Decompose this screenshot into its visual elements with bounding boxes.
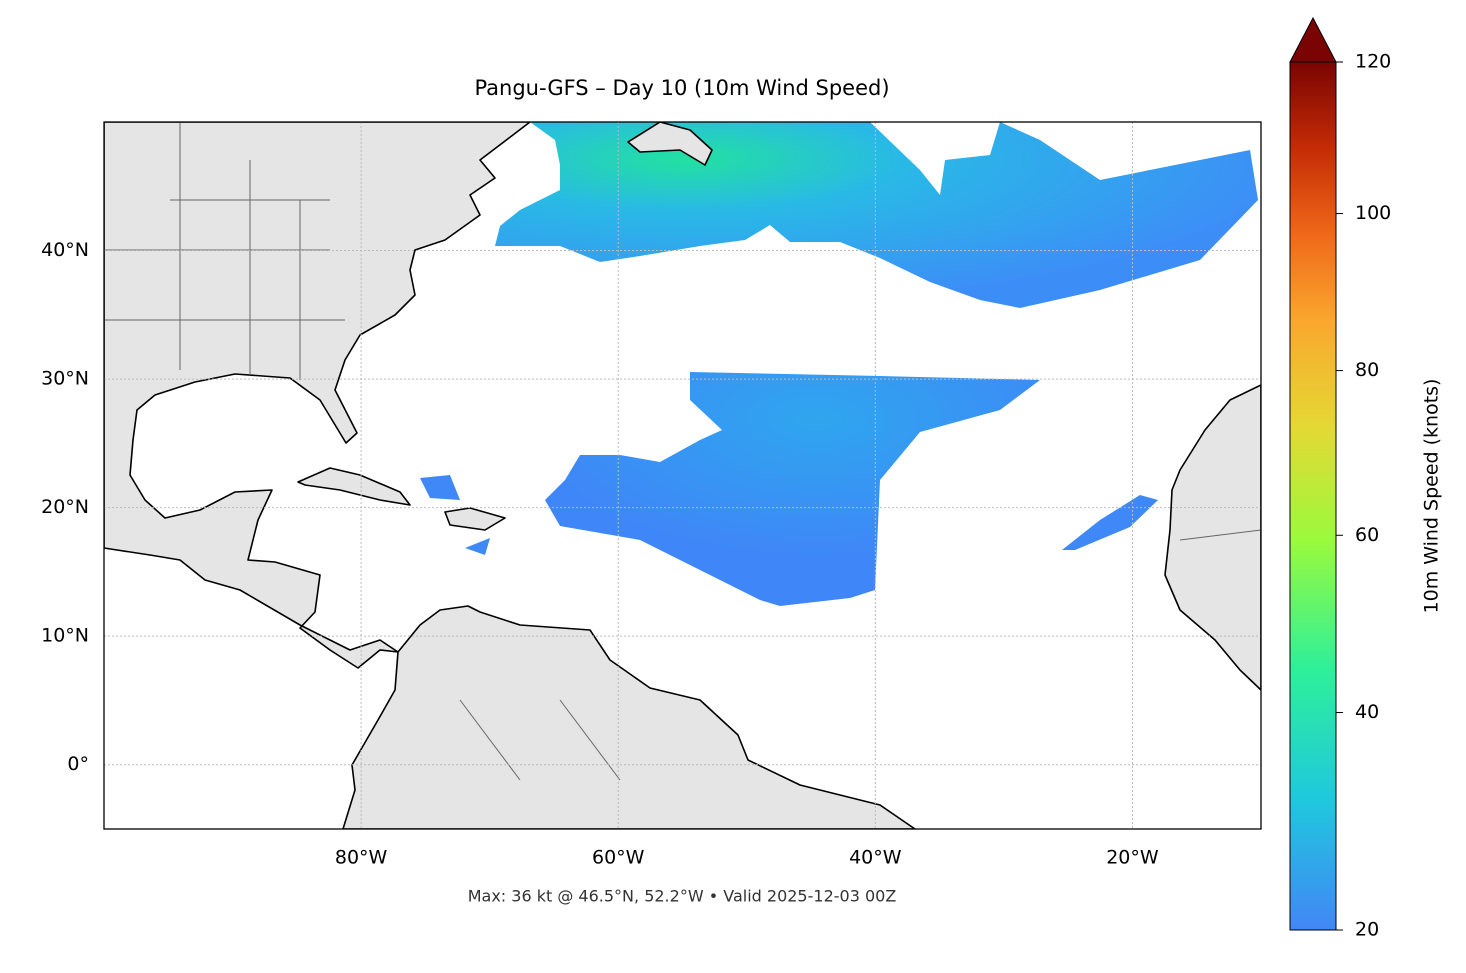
hispaniola [444,507,506,531]
colorbar-tick-label: 20 [1355,919,1379,941]
colorbar [1289,61,1337,931]
colorbar-extension [1289,16,1337,63]
africa [1164,384,1261,691]
chart-title: Pangu-GFS – Day 10 (10m Wind Speed) [474,76,889,100]
newfoundland [627,122,713,166]
wind-field [495,122,1258,308]
colorbar-tick-label: 120 [1355,51,1391,73]
y-tick-label: 10°N [41,625,89,647]
y-tick-label: 0° [67,753,89,775]
wind-field [545,372,1040,606]
y-tick-label: 30°N [41,368,89,390]
north-america [104,122,531,669]
state-borders [104,122,1261,781]
colorbar-tick-label: 60 [1355,524,1379,546]
map-area [104,122,1261,829]
colorbar-label: 10m Wind Speed (knots) [1421,379,1443,614]
colorbar-tick-label: 100 [1355,202,1391,224]
footnote: Max: 36 kt @ 46.5°N, 52.2°W • Valid 2025… [468,887,897,906]
x-tick-label: 20°W [1106,847,1159,869]
colorbar-tick-label: 40 [1355,701,1379,723]
y-tick-label: 40°N [41,239,89,261]
y-tick-label: 20°N [41,496,89,518]
x-tick-label: 40°W [849,847,902,869]
map-frame [103,121,1262,830]
x-tick-label: 60°W [592,847,645,869]
x-tick-label: 80°W [335,847,388,869]
cuba [297,467,411,506]
wind-field [1062,495,1158,550]
colorbar-tick-label: 80 [1355,359,1379,381]
grid [104,122,1261,829]
south-america [342,605,916,829]
